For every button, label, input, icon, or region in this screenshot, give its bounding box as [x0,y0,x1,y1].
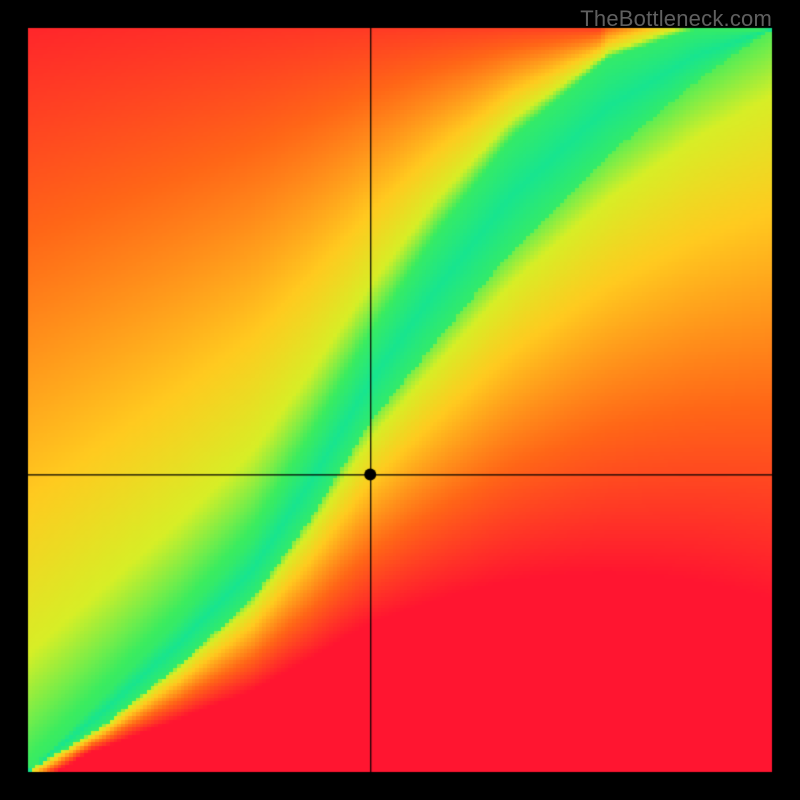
chart-frame: TheBottleneck.com [0,0,800,800]
watermark-text: TheBottleneck.com [580,6,772,32]
bottleneck-heatmap-canvas [0,0,800,800]
